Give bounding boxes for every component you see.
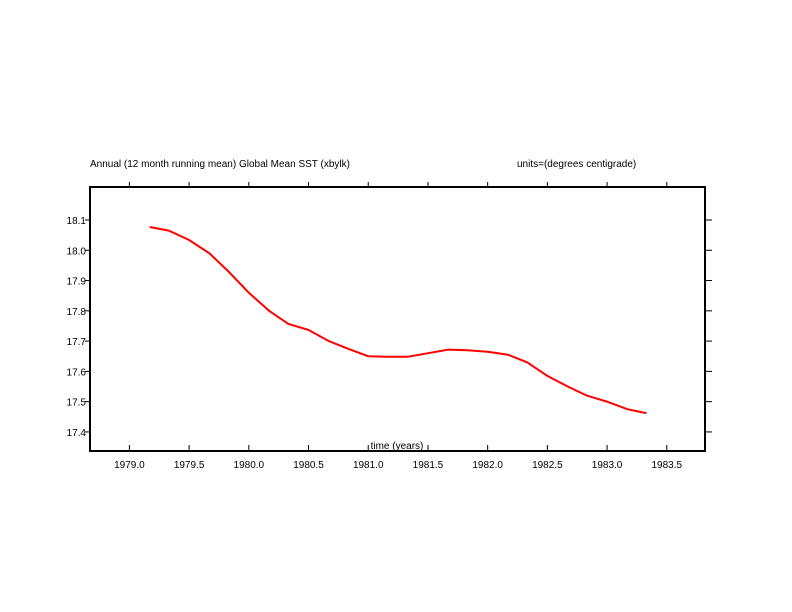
y-tick-label: 17.8	[67, 307, 87, 318]
x-tick-label: 1983.5	[651, 460, 682, 471]
x-tick-label: 1982.0	[472, 460, 503, 471]
x-tick-label: 1981.0	[353, 460, 384, 471]
series-line-global-mean-sst	[149, 226, 647, 415]
x-tick-label: 1983.0	[592, 460, 623, 471]
y-tick-label: 17.4	[67, 428, 87, 439]
y-tick-label: 17.9	[67, 277, 87, 288]
x-tick-label: 1981.5	[413, 460, 444, 471]
y-tick-label: 17.6	[67, 367, 87, 378]
y-tick-label: 17.7	[67, 337, 87, 348]
units-label: units=(degrees centigrade)	[517, 159, 636, 170]
x-tick-label: 1979.0	[114, 460, 145, 471]
x-axis-label: time (years)	[371, 441, 424, 452]
y-tick-label: 17.5	[67, 398, 87, 409]
x-tick-label: 1979.5	[174, 460, 205, 471]
y-tick-label: 18.0	[67, 246, 87, 257]
plot-frame	[89, 186, 706, 452]
y-tick-label: 18.1	[67, 216, 87, 227]
chart-title: Annual (12 month running mean) Global Me…	[90, 159, 350, 170]
x-tick-label: 1980.0	[234, 460, 265, 471]
x-tick-label: 1980.5	[293, 460, 324, 471]
x-tick-label: 1982.5	[532, 460, 563, 471]
